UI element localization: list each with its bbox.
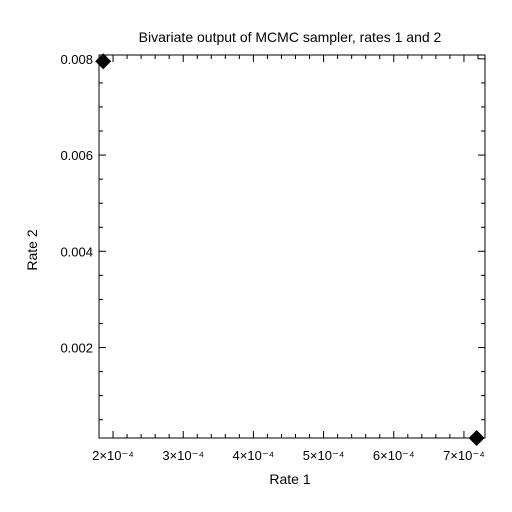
y-tick-label: 0.006: [60, 148, 93, 163]
y-tick-label: 0.004: [60, 244, 93, 259]
x-tick-label: 5×10⁻⁴: [303, 448, 345, 463]
y-tick-label: 0.008: [60, 52, 93, 67]
chart-title: Bivariate output of MCMC sampler, rates …: [139, 29, 442, 45]
y-axis-label: Rate 2: [24, 229, 40, 270]
ticks: 2×10⁻⁴ 3×10⁻⁴ 4×10⁻⁴ 5×10⁻⁴ 6×10⁻⁴ 7×10⁻⁴ 0.00…: [60, 52, 485, 463]
plot-frame: [98, 54, 486, 439]
x-tick-label: 4×10⁻⁴: [233, 448, 275, 463]
data-points: [95, 53, 485, 446]
x-tick-label: 7×10⁻⁴: [443, 448, 485, 463]
data-point: [468, 430, 485, 446]
x-tick-label: 3×10⁻⁴: [162, 448, 204, 463]
data-point: [95, 53, 112, 70]
x-tick-label: 2×10⁻⁴: [92, 448, 134, 463]
x-tick-label: 6×10⁻⁴: [373, 448, 415, 463]
y-tick-label: 0.002: [60, 341, 93, 356]
x-axis-label: Rate 1: [269, 471, 310, 487]
